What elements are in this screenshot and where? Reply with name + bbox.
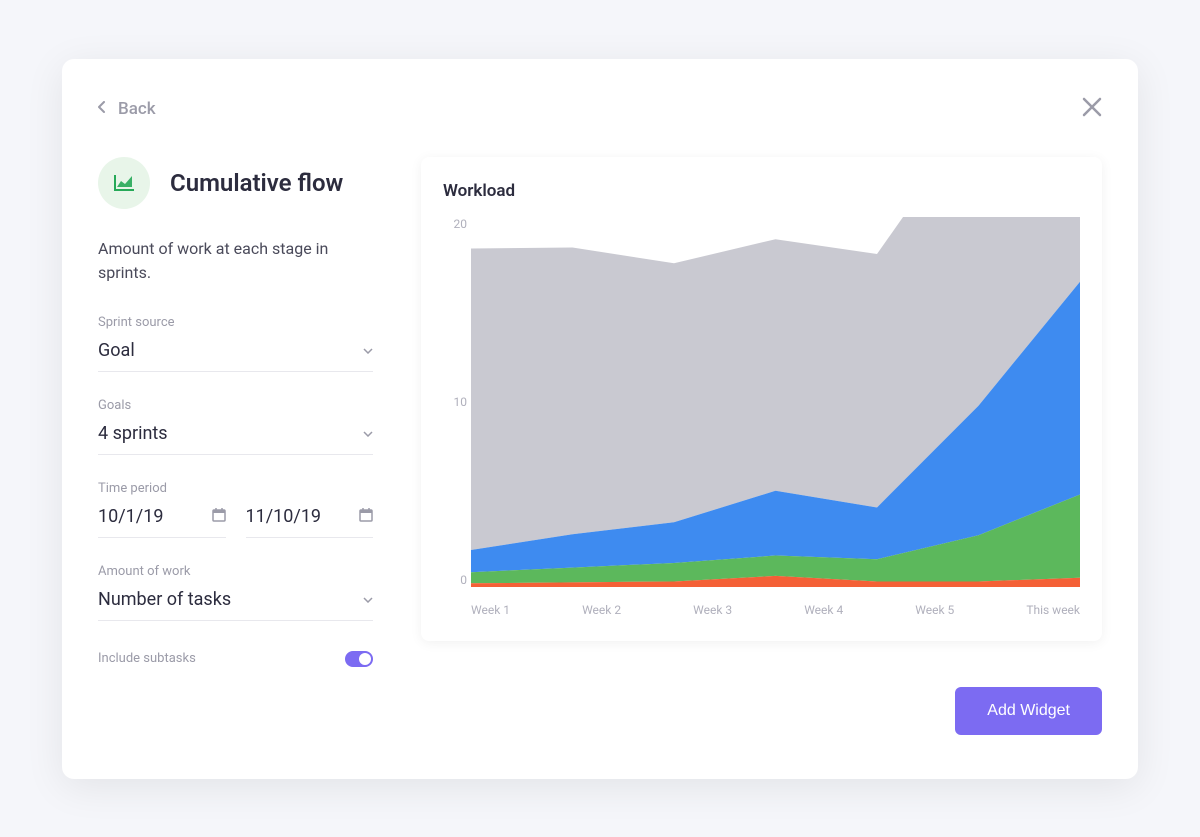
close-icon xyxy=(1082,97,1102,117)
back-button[interactable]: Back xyxy=(98,99,156,119)
x-axis-label: Week 2 xyxy=(582,603,621,617)
area-chart-svg xyxy=(471,217,1080,587)
widget-title: Cumulative flow xyxy=(170,169,343,197)
add-widget-button[interactable]: Add Widget xyxy=(955,687,1102,735)
chart-title: Workload xyxy=(443,181,1080,201)
chevron-down-icon xyxy=(363,343,373,357)
amount-of-work-select[interactable]: Number of tasks xyxy=(98,589,373,621)
amount-of-work-value: Number of tasks xyxy=(98,589,231,610)
sprint-source-value: Goal xyxy=(98,340,135,361)
widget-config-modal: Back Cumulative flow Amount of work xyxy=(62,59,1138,779)
modal-content: Cumulative flow Amount of work at each s… xyxy=(98,157,1102,741)
widget-description: Amount of work at each stage in sprints. xyxy=(98,237,373,285)
time-period-label: Time period xyxy=(98,481,373,496)
x-axis: Week 1 Week 2 Week 3 Week 4 Week 5 This week xyxy=(471,603,1080,617)
y-axis: 20 10 0 xyxy=(443,217,467,587)
y-axis-label: 20 xyxy=(454,217,468,231)
x-axis-label: Week 3 xyxy=(693,603,732,617)
amount-of-work-label: Amount of work xyxy=(98,564,373,579)
x-axis-label: Week 1 xyxy=(471,603,510,617)
amount-of-work-field: Amount of work Number of tasks xyxy=(98,564,373,621)
sprint-source-label: Sprint source xyxy=(98,315,373,330)
preview-panel: Workload 20100 Week 1Week 2Week 3Week 4W… xyxy=(421,157,1102,741)
close-button[interactable] xyxy=(1082,97,1102,121)
x-axis-label: This week xyxy=(1026,603,1080,617)
chart-preview-card: Workload 20100 Week 1Week 2Week 3Week 4W… xyxy=(421,157,1102,641)
chevron-down-icon xyxy=(363,426,373,440)
toggle-knob xyxy=(359,653,371,665)
include-subtasks-toggle[interactable] xyxy=(345,651,373,667)
include-subtasks-row: Include subtasks xyxy=(98,651,373,667)
config-panel: Cumulative flow Amount of work at each s… xyxy=(98,157,373,741)
area-chart-icon xyxy=(112,173,136,193)
goals-field: Goals 4 sprints xyxy=(98,398,373,455)
chevron-left-icon xyxy=(98,101,106,117)
end-date-input[interactable]: 11/10/19 xyxy=(246,506,374,538)
end-date-value: 11/10/19 xyxy=(246,506,322,527)
date-range-row: 10/1/19 11/10/19 xyxy=(98,506,373,538)
include-subtasks-label: Include subtasks xyxy=(98,651,196,666)
widget-icon-container xyxy=(98,157,150,209)
y-axis-label: 10 xyxy=(454,395,468,409)
sprint-source-select[interactable]: Goal xyxy=(98,340,373,372)
title-section: Cumulative flow xyxy=(98,157,373,209)
start-date-value: 10/1/19 xyxy=(98,506,163,527)
back-label: Back xyxy=(118,99,156,119)
time-period-field: Time period 10/1/19 11/10/19 xyxy=(98,481,373,538)
start-date-input[interactable]: 10/1/19 xyxy=(98,506,226,538)
goals-value: 4 sprints xyxy=(98,423,168,444)
goals-label: Goals xyxy=(98,398,373,413)
modal-header: Back xyxy=(98,97,1102,121)
x-axis-label: Week 5 xyxy=(915,603,954,617)
y-axis-label: 0 xyxy=(460,573,467,587)
calendar-icon xyxy=(212,507,226,526)
chevron-down-icon xyxy=(363,592,373,606)
goals-select[interactable]: 4 sprints xyxy=(98,423,373,455)
chart-area: 20 10 0 Week 1 Week 2 Week 3 Week 4 Week 5 This… xyxy=(443,217,1080,617)
x-axis-label: Week 4 xyxy=(804,603,843,617)
calendar-icon xyxy=(359,507,373,526)
sprint-source-field: Sprint source Goal xyxy=(98,315,373,372)
